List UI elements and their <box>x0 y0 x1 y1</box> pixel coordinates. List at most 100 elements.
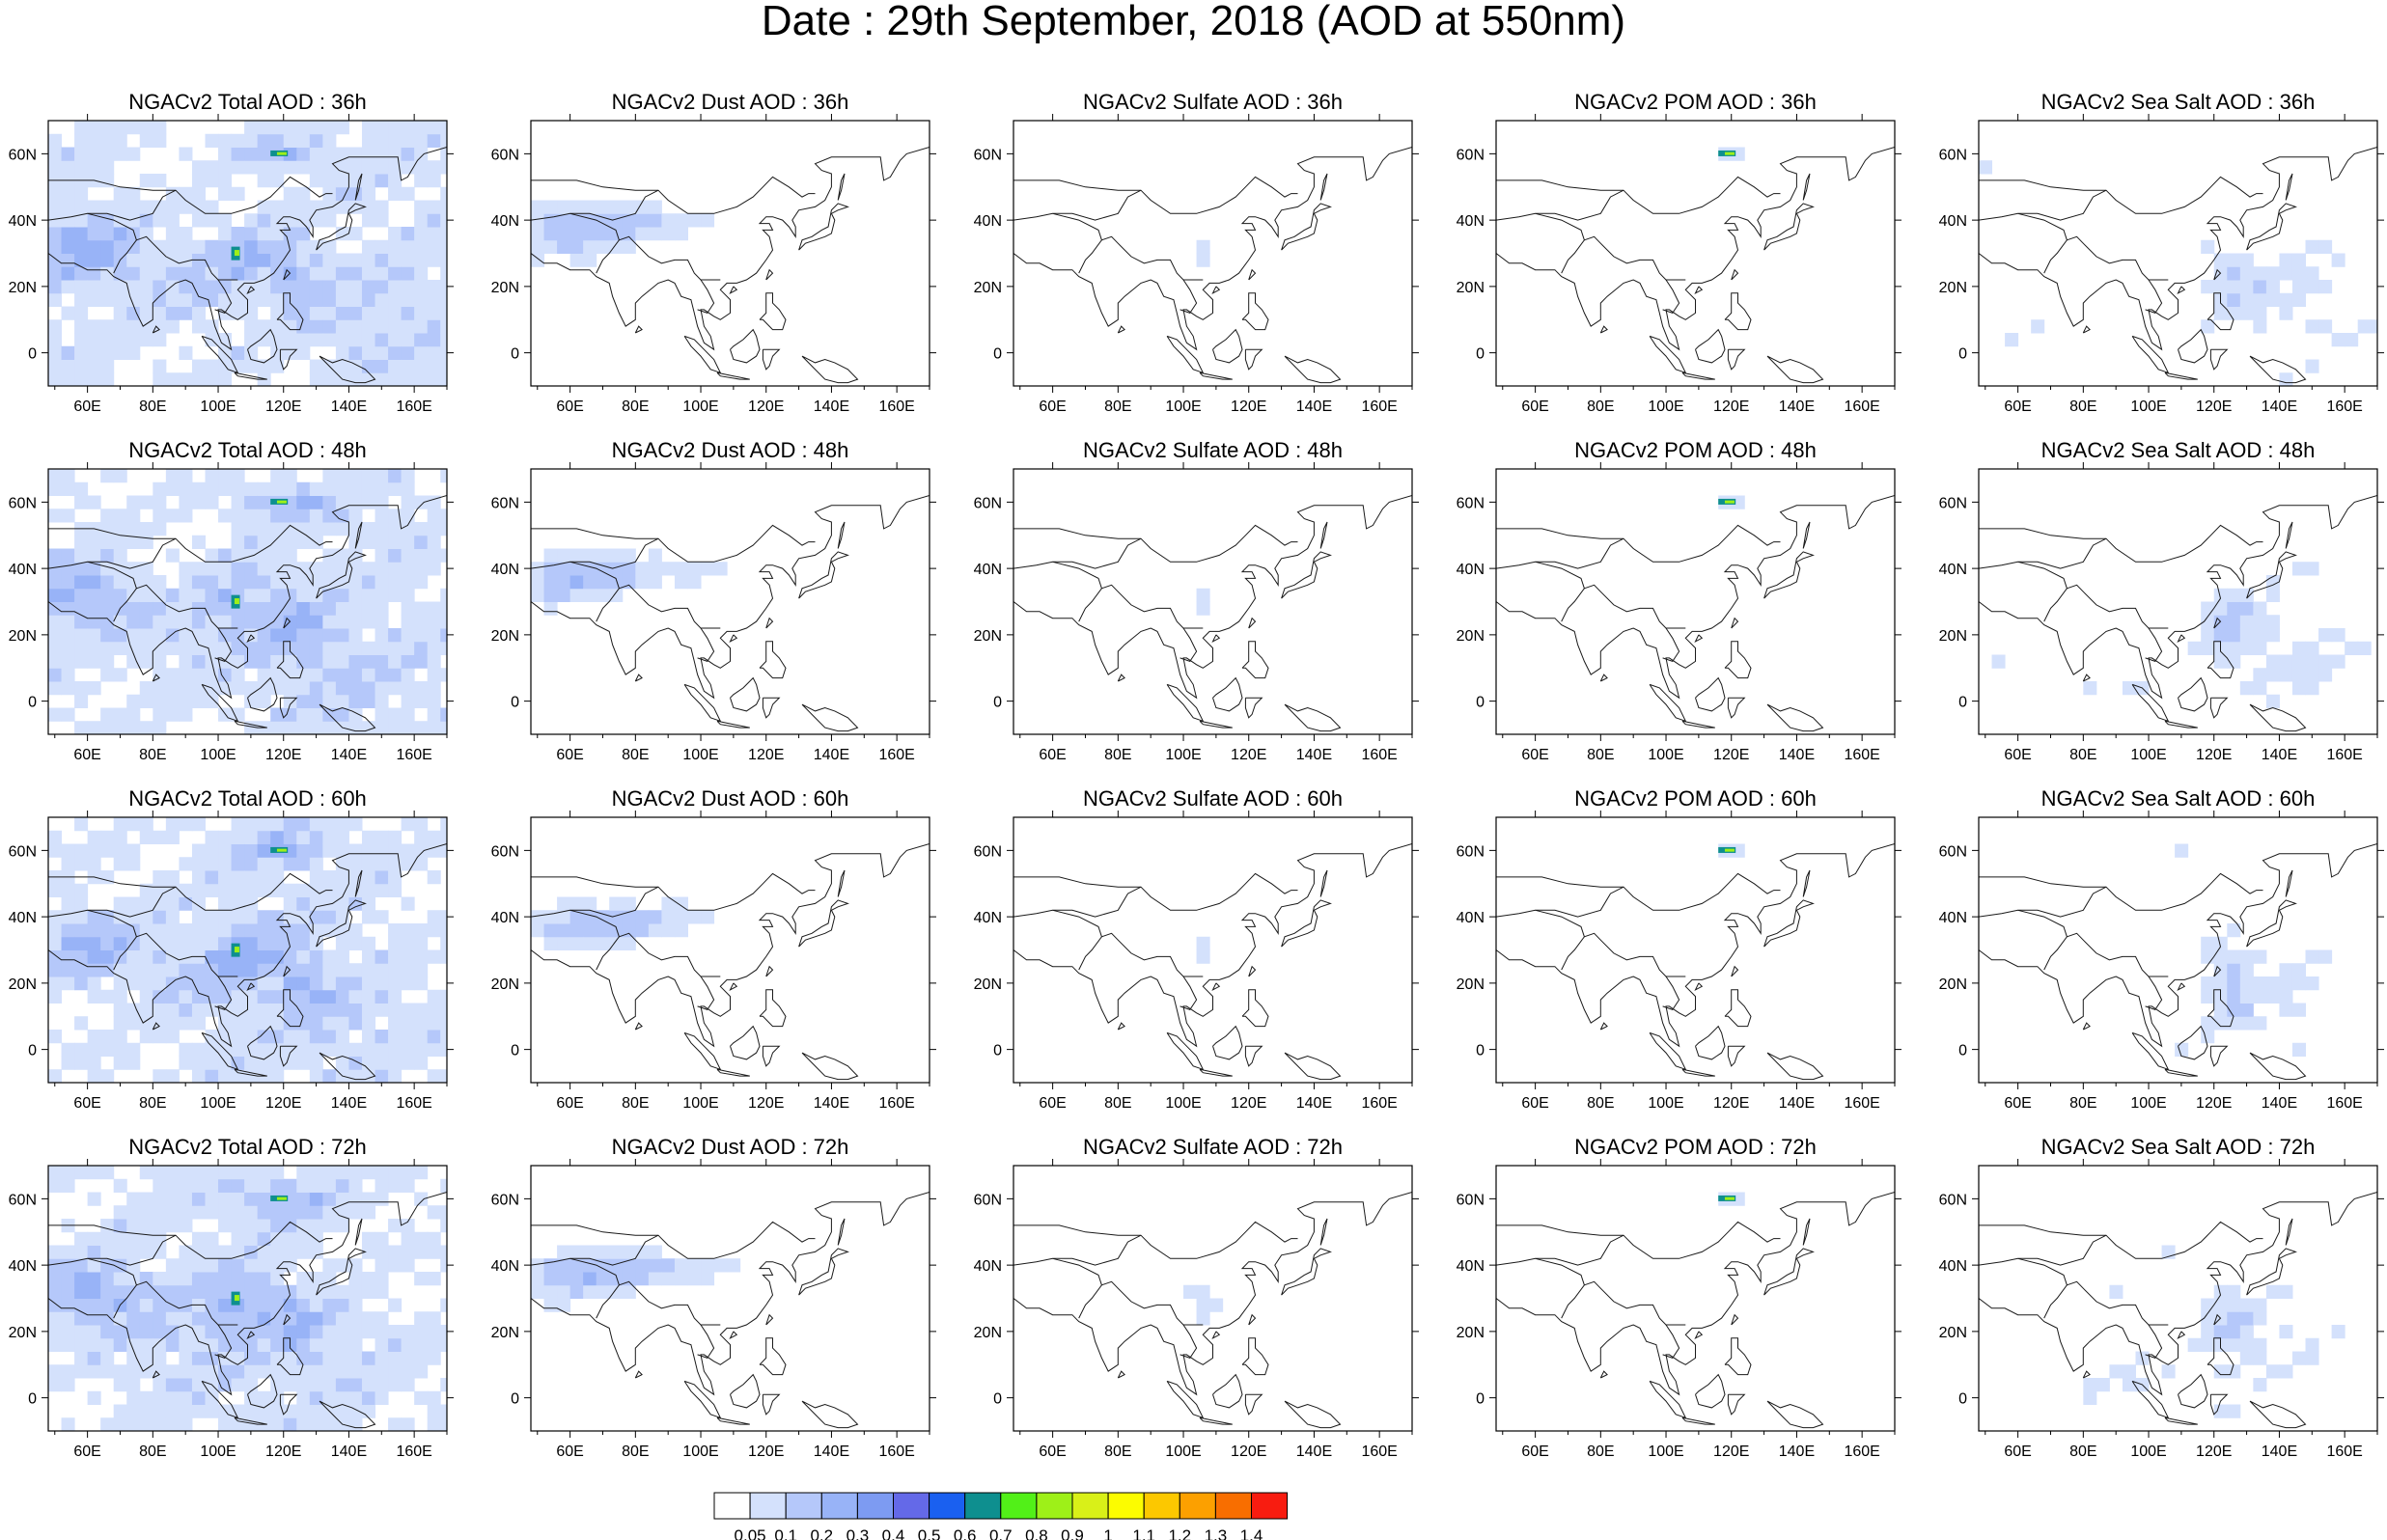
y-tick-label: 60N <box>491 147 519 163</box>
coastline <box>279 697 298 719</box>
x-tick-label: 160E <box>878 1095 914 1112</box>
map-panel: NGACv2 Sea Salt AOD : 72h 60E 80E 100E 120E 1… <box>1939 1135 2384 1460</box>
x-tick-label: 120E <box>1713 1095 1749 1112</box>
coastline <box>837 521 846 549</box>
coastline <box>729 1331 738 1339</box>
coastline <box>759 292 787 331</box>
coastline <box>1727 348 1746 371</box>
x-tick-label: 120E <box>265 1444 301 1460</box>
coastline <box>2177 286 2186 294</box>
coastline <box>1584 1280 1686 1326</box>
x-tick-label: 140E <box>814 1095 849 1112</box>
y-tick-label: 20N <box>974 280 1002 296</box>
colorbar-label: 1.4 <box>1240 1526 1263 1540</box>
coastline <box>531 176 816 214</box>
coastline <box>837 1218 846 1246</box>
y-tick-label: 40N <box>9 213 37 230</box>
coastline <box>1117 674 1125 682</box>
coastline <box>1662 279 1680 314</box>
coastline <box>316 1248 367 1296</box>
coastline <box>201 683 239 723</box>
colorbar-swatch <box>929 1492 966 1520</box>
x-tick-label: 160E <box>1361 399 1397 415</box>
coastline <box>798 1248 849 1296</box>
coastline <box>729 634 738 643</box>
coastline <box>152 325 160 334</box>
coastline <box>1649 683 1687 723</box>
coastline <box>2209 348 2229 371</box>
y-tick-label: 0 <box>28 1043 37 1059</box>
y-tick-label: 0 <box>993 695 1002 711</box>
x-tick-label: 120E <box>1713 747 1749 763</box>
coastline <box>1599 325 1608 334</box>
x-tick-label: 160E <box>1361 747 1397 763</box>
y-tick-label: 60N <box>9 495 37 511</box>
coastline <box>1013 147 1412 351</box>
y-tick-label: 60N <box>491 1192 519 1208</box>
y-tick-label: 40N <box>9 910 37 926</box>
coastline <box>2246 1248 2297 1296</box>
y-tick-label: 60N <box>491 843 519 860</box>
colorbar-label: 0.8 <box>1025 1526 1048 1540</box>
coastline <box>1731 617 1739 629</box>
coastline <box>2246 551 2297 599</box>
x-tick-label: 100E <box>2130 1444 2166 1460</box>
coastline <box>136 932 238 977</box>
coastline <box>279 348 298 371</box>
map-frame <box>1013 468 1413 735</box>
coastline <box>1199 720 1233 729</box>
map-panel: NGACv2 Sea Salt AOD : 36h 60E 80E 100E 120E 1… <box>1939 90 2384 415</box>
coastline <box>354 521 363 549</box>
panel-title: NGACv2 Sea Salt AOD : 48h <box>2041 438 2316 462</box>
coastline <box>283 617 291 629</box>
colorbar-swatch <box>785 1492 822 1520</box>
map-frame <box>530 468 930 735</box>
coastline <box>2249 1400 2307 1429</box>
coastline <box>1766 703 1824 732</box>
x-tick-label: 120E <box>1231 399 1266 415</box>
coastline <box>1212 1025 1243 1060</box>
coastline <box>1763 203 1815 251</box>
coastline <box>1212 1373 1243 1409</box>
coastline <box>2177 1331 2186 1339</box>
panel-title: NGACv2 Dust AOD : 60h <box>612 786 849 811</box>
coastline <box>152 1370 160 1379</box>
coastline <box>801 703 859 732</box>
map-panel: NGACv2 Total AOD : 36h 60E 80E 100E 120E 140E… <box>9 90 454 415</box>
x-tick-label: 140E <box>2262 747 2297 763</box>
y-tick-label: 0 <box>993 346 1002 363</box>
map-panel: NGACv2 Sulfate AOD : 72h 60E 80E 100E 120E 14… <box>974 1135 1419 1460</box>
aod-field <box>1979 469 2377 734</box>
coastline <box>1802 521 1811 549</box>
y-tick-label: 60N <box>1939 147 1967 163</box>
colorbar-swatch <box>1071 1492 1109 1520</box>
map-frame <box>1978 816 2378 1084</box>
coastline <box>1763 899 1815 948</box>
colorbar-swatch <box>856 1492 895 1520</box>
coastline <box>531 872 816 911</box>
map-panel: NGACv2 POM AOD : 72h 60E 80E 100E 120E 140E 16… <box>1457 1135 1901 1460</box>
coastline <box>2131 1031 2170 1071</box>
coastline <box>759 641 787 679</box>
coastline <box>762 348 781 371</box>
coastline <box>1166 1380 1205 1419</box>
y-tick-label: 40N <box>491 910 519 926</box>
x-tick-label: 60E <box>73 1095 100 1112</box>
map-panel: NGACv2 Dust AOD : 36h 60E 80E 100E 120E 140E 1… <box>491 90 936 415</box>
y-tick-label: 0 <box>1958 695 1967 711</box>
coastline <box>2285 1218 2293 1246</box>
coastline <box>48 495 447 700</box>
coastline <box>1695 1373 1726 1409</box>
coastline <box>683 335 722 374</box>
x-tick-label: 80E <box>139 1095 166 1112</box>
coastline <box>1731 268 1739 281</box>
colorbar-swatch <box>820 1492 858 1520</box>
coastline <box>1180 976 1198 1010</box>
y-tick-label: 0 <box>1958 1391 1967 1408</box>
x-tick-label: 80E <box>139 1444 166 1460</box>
coastline <box>1766 355 1824 384</box>
coastline <box>1212 676 1243 712</box>
coastline <box>798 551 849 599</box>
map-panel: NGACv2 Total AOD : 48h 60E 80E 100E 120E 140E… <box>9 438 454 763</box>
aod-field <box>531 1166 930 1431</box>
